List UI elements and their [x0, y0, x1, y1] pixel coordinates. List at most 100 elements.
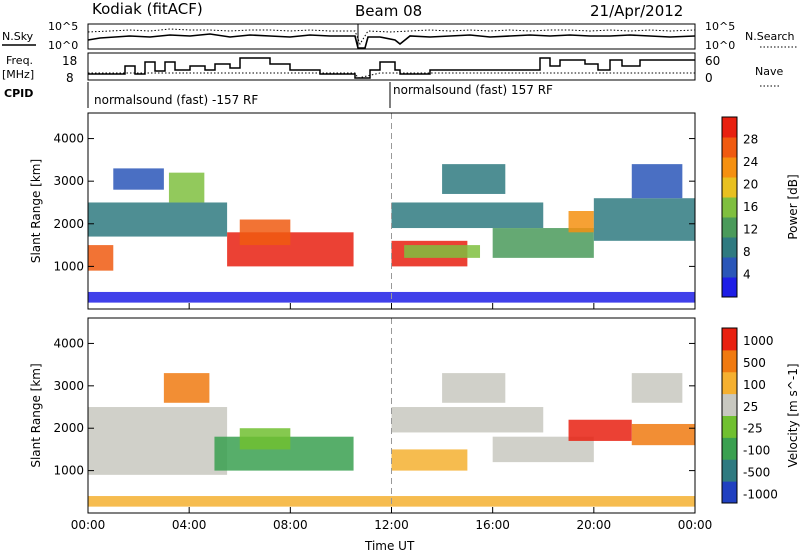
colorbar-swatch	[722, 328, 737, 351]
colorbar-swatch	[722, 371, 737, 395]
data-region	[391, 449, 468, 471]
y-axis-label: Slant Range [km]	[29, 363, 43, 467]
colorbar-swatch	[722, 157, 737, 178]
freq-strip	[87, 52, 696, 81]
colorbar-tick-label: 24	[743, 155, 758, 169]
x-tick-label: 20:00	[577, 518, 612, 532]
data-region	[568, 211, 594, 233]
freq-tick-high: 18	[62, 54, 77, 68]
colorbar-swatch	[722, 415, 737, 438]
colorbar-tick-label: 16	[743, 200, 758, 214]
colorbar-tick-label: 4	[743, 268, 751, 282]
colorbar-swatch	[722, 197, 737, 218]
data-region	[163, 373, 210, 403]
colorbar-swatch	[722, 217, 737, 238]
cpid-segment-2: normalsound (fast) 157 RF	[393, 83, 553, 97]
date-title: 21/Apr/2012	[590, 2, 683, 20]
nsky-tick-high: 10^5	[48, 20, 78, 33]
nave-line	[88, 72, 695, 79]
nave-label: Nave	[755, 65, 783, 78]
data-region	[404, 245, 481, 258]
colorbar-swatch	[722, 459, 737, 482]
colorbar-tick-label: 12	[743, 223, 758, 237]
data-region	[88, 202, 228, 237]
x-tick-label: 16:00	[475, 518, 510, 532]
data-region	[391, 202, 544, 229]
freq-line	[88, 57, 695, 79]
data-region	[442, 373, 506, 403]
y-tick-label: 2000	[53, 217, 84, 231]
colorbar-swatch	[722, 349, 737, 373]
nsearch-tick-low: 10^0	[705, 39, 735, 52]
nsky-tick-low: 10^0	[48, 39, 78, 52]
y-tick-label: 3000	[53, 174, 84, 188]
data-region	[391, 407, 544, 433]
x-tick-label: 08:00	[273, 518, 308, 532]
cpid-segment-1: normalsound (fast) -157 RF	[94, 93, 258, 107]
colorbar-tick-label: 100	[743, 378, 766, 392]
colorbar-tick-label: -25	[743, 422, 763, 436]
colorbar-frame	[721, 327, 738, 504]
power-panel: 1000 2000 3000 4000 Slant Range [km] 4 8 12 16 20…	[29, 112, 800, 310]
data-region	[568, 419, 632, 441]
freq-unit: [MHz]	[2, 68, 34, 81]
y-tick-label: 1000	[53, 464, 84, 478]
colorbar-frame	[721, 116, 738, 298]
colorbar-tick-label: -100	[743, 444, 770, 458]
nave-tick-high: 60	[705, 54, 720, 68]
colorbar-swatch	[722, 437, 737, 460]
colorbar-tick-label: 28	[743, 133, 758, 147]
x-axis-label: Time UT	[364, 539, 415, 553]
colorbar-tick-label: 500	[743, 356, 766, 370]
colorbar-tick-label: 8	[743, 245, 751, 259]
y-tick-label: 4000	[53, 336, 84, 350]
colorbar-label: Power [dB]	[786, 174, 800, 239]
y-tick-label: 4000	[53, 132, 84, 146]
data-region	[593, 198, 695, 241]
colorbar-swatch	[722, 481, 737, 504]
station-title: Kodiak (fitACF)	[92, 0, 203, 18]
nsky-label: N.Sky	[2, 30, 34, 43]
nsearch-label: N.Search	[745, 30, 795, 43]
velocity-panel: 1000 2000 3000 4000 00:00 04:00 08:00 12:00 16:0…	[29, 317, 800, 532]
nsky-line	[87, 33, 696, 49]
colorbar-swatch	[722, 277, 737, 298]
data-region	[113, 168, 164, 190]
data-region	[239, 428, 291, 450]
data-region	[631, 164, 683, 199]
x-tick-label: 04:00	[172, 518, 207, 532]
colorbar-tick-label: 1000	[743, 334, 774, 348]
colorbar-swatch	[722, 137, 737, 158]
y-tick-label: 3000	[53, 379, 84, 393]
cpid-label: CPID	[4, 87, 33, 100]
colorbar-tick-label: -500	[743, 465, 770, 479]
x-tick-label: 12:00	[374, 518, 409, 532]
colorbar-swatch	[722, 177, 737, 198]
freq-label: Freq.	[6, 54, 33, 67]
data-region	[168, 172, 205, 203]
nsky-strip	[87, 23, 696, 50]
y-axis-label: Slant Range [km]	[29, 159, 43, 263]
x-tick-label: 00:00	[678, 518, 713, 532]
colorbar-tick-label: 20	[743, 178, 758, 192]
freq-tick-low: 8	[66, 71, 74, 85]
colorbar-swatch	[722, 237, 737, 258]
x-tick-label: 00:00	[71, 518, 106, 532]
data-region	[631, 373, 683, 403]
beam-title: Beam 08	[355, 2, 422, 20]
y-tick-label: 2000	[53, 421, 84, 435]
colorbar-swatch	[722, 257, 737, 278]
data-region	[442, 164, 506, 194]
nsearch-line	[87, 28, 696, 46]
colorbar-tick-label: 25	[743, 400, 758, 414]
colorbar-tick-label: -1000	[743, 487, 778, 501]
colorbar-label: Velocity [m s^-1]	[786, 363, 800, 467]
data-region	[88, 407, 228, 475]
y-tick-label: 1000	[53, 259, 84, 273]
data-region	[492, 228, 594, 258]
colorbar-swatch	[722, 393, 737, 416]
data-region	[631, 423, 695, 446]
nsearch-tick-high: 10^5	[705, 20, 735, 33]
data-region	[239, 219, 291, 246]
